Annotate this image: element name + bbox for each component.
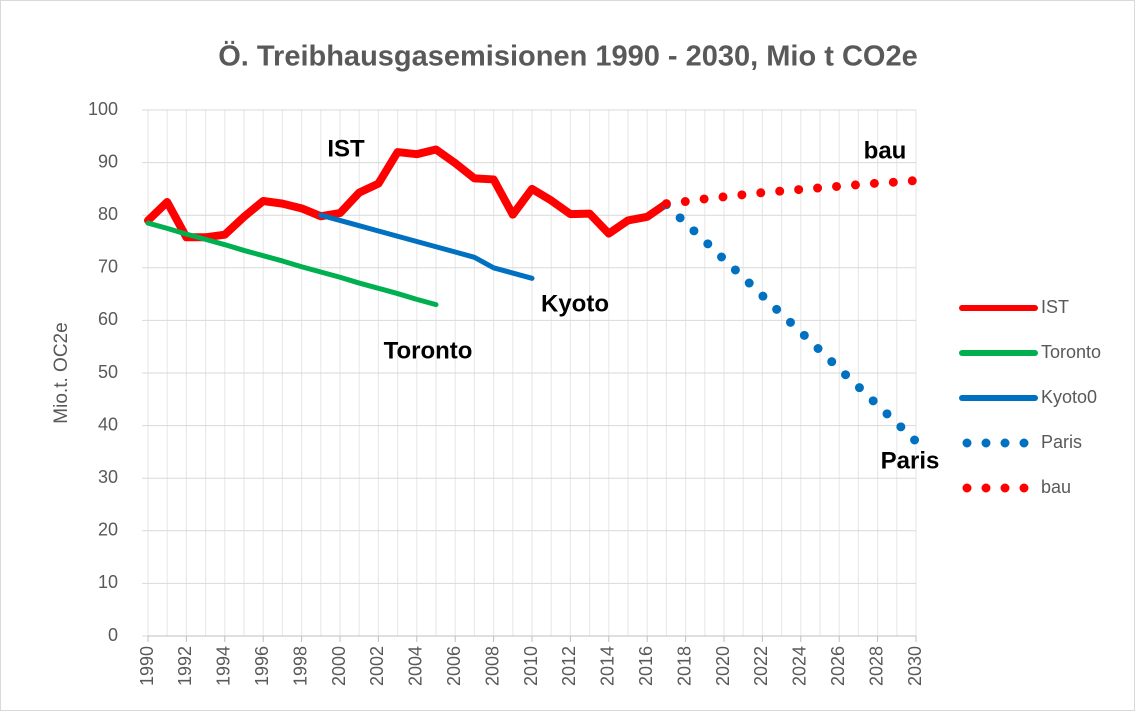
- y-tick-label: 70: [98, 257, 118, 277]
- y-tick-label: 10: [98, 572, 118, 592]
- grid: [142, 109, 917, 642]
- y-tick-label: 50: [98, 362, 118, 382]
- annotation: Toronto: [384, 337, 473, 364]
- x-tick-label: 2016: [636, 646, 656, 686]
- y-tick-label: 100: [88, 99, 118, 119]
- x-tick-label: 2014: [598, 646, 618, 686]
- x-tick-label: 1996: [252, 646, 272, 686]
- x-tick-label: 1990: [137, 646, 157, 686]
- x-tick-label: 2026: [828, 646, 848, 686]
- x-tick-label: 2028: [866, 646, 886, 686]
- x-tick-label: 2020: [713, 646, 733, 686]
- legend-label: Kyoto0: [1041, 387, 1097, 407]
- y-tick-label: 40: [98, 414, 118, 434]
- x-tick-label: 2004: [406, 646, 426, 686]
- y-tick-label: 20: [98, 520, 118, 540]
- series-line: [318, 212, 535, 281]
- x-tick-label: 2018: [674, 646, 694, 686]
- x-tick-label: 2010: [521, 646, 541, 686]
- y-tick-label: 0: [108, 625, 118, 645]
- x-tick-label: 2022: [751, 646, 771, 686]
- x-tick-label: 2002: [367, 646, 387, 686]
- x-tick-label: 2000: [329, 646, 349, 686]
- chart-title: Ö. Treibhausgasemisionen 1990 - 2030, Mi…: [218, 40, 917, 73]
- legend-label: Paris: [1041, 432, 1082, 452]
- series-line: [144, 145, 671, 242]
- y-tick-label: 80: [98, 204, 118, 224]
- annotation: Paris: [881, 447, 940, 474]
- y-axis-label: Mio.t. OC2e: [51, 322, 72, 423]
- x-tick-label: 2008: [482, 646, 502, 686]
- x-tick-label: 2024: [790, 646, 810, 686]
- y-tick-label: 60: [98, 309, 118, 329]
- legend-label: IST: [1041, 297, 1069, 317]
- x-tick-label: 2006: [444, 646, 464, 686]
- legend-label: Toronto: [1041, 342, 1101, 362]
- series-line: [145, 220, 439, 308]
- x-tick-label: 1998: [290, 646, 310, 686]
- x-tick-label: 1994: [214, 646, 234, 686]
- x-tick-label: 2030: [905, 646, 925, 686]
- y-tick-label: 90: [98, 151, 118, 171]
- series-line: [661, 200, 921, 446]
- x-tick-label: 2012: [559, 646, 579, 686]
- y-tick-label: 30: [98, 467, 118, 487]
- x-tick-label: 1992: [175, 646, 195, 686]
- annotation: Kyoto: [541, 290, 609, 317]
- annotation: bau: [864, 137, 907, 164]
- annotation: IST: [327, 135, 365, 162]
- legend-label: bau: [1041, 477, 1071, 497]
- series-line: [661, 175, 921, 209]
- lines: [144, 145, 921, 446]
